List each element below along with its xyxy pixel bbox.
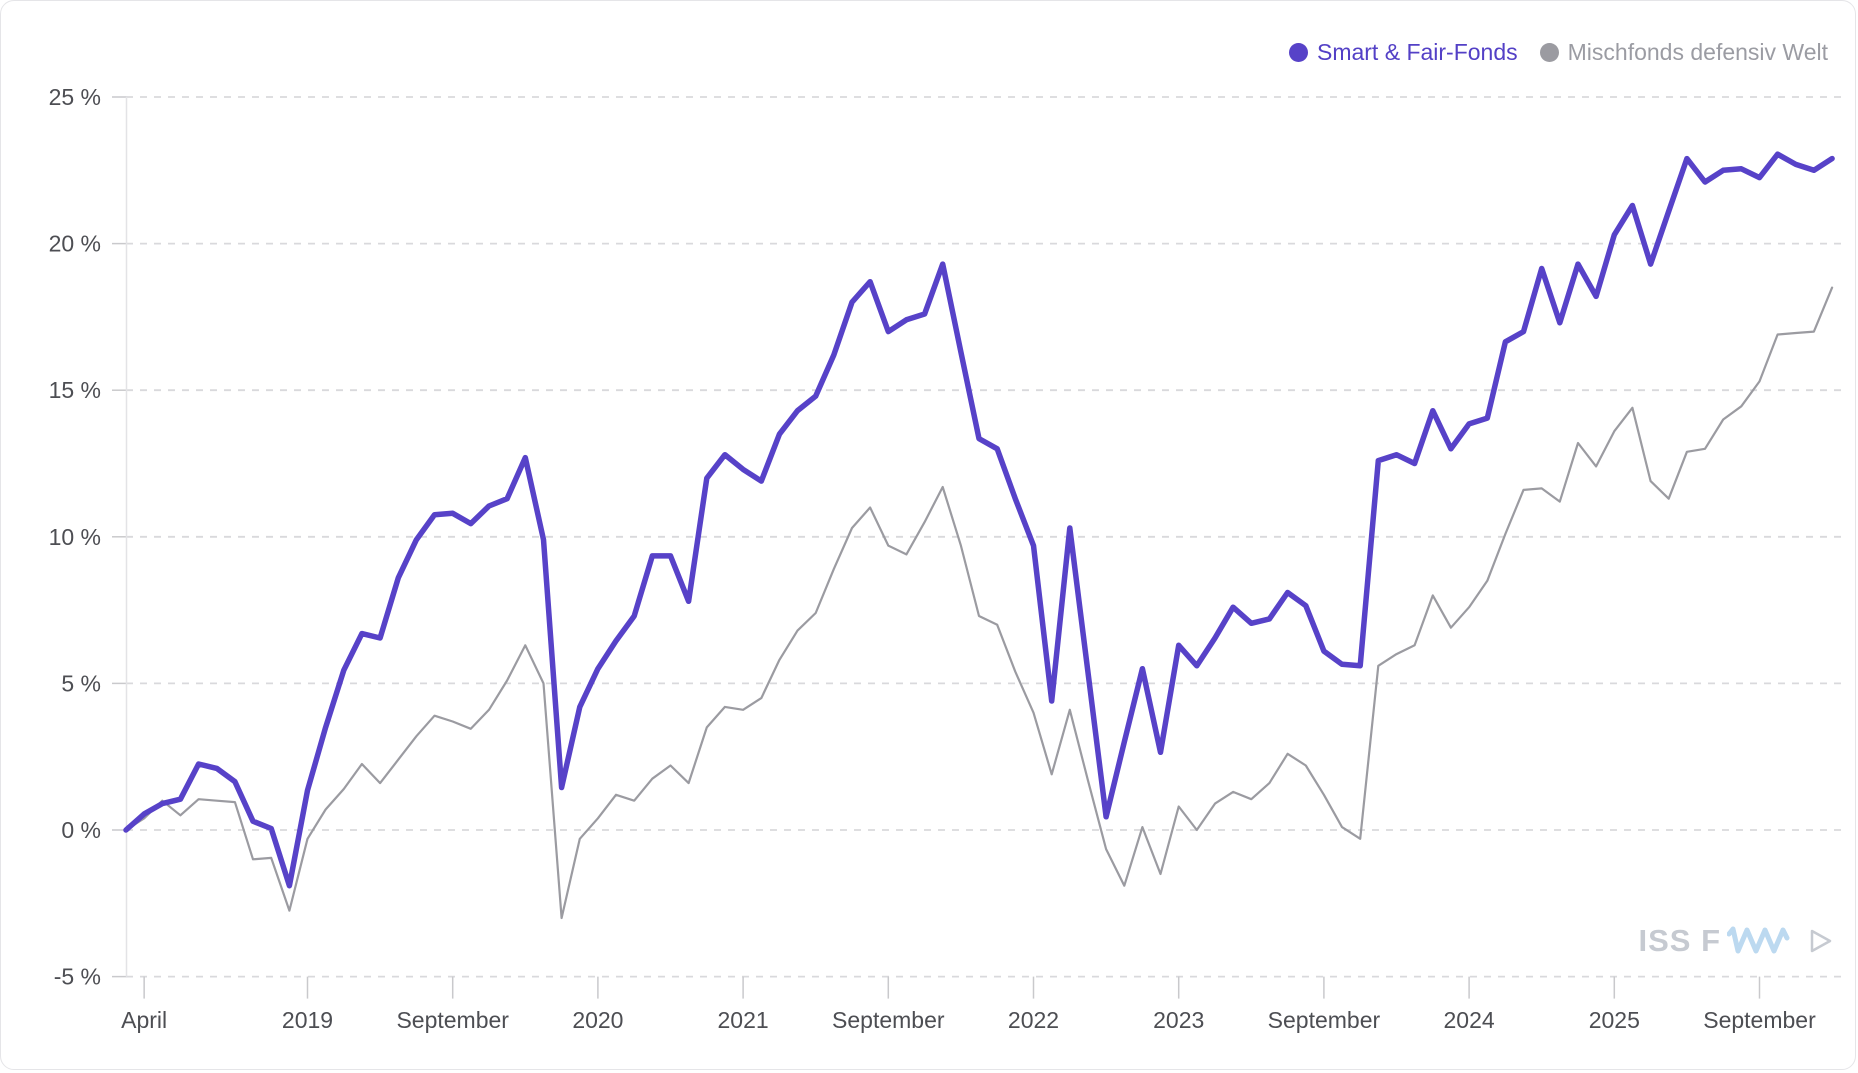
x-axis-tick-label: 2023 <box>1153 1007 1204 1033</box>
x-axis-tick-label: September <box>1268 1007 1381 1033</box>
y-axis-tick-label: 25 % <box>49 84 101 110</box>
legend-dot-purple-icon <box>1288 43 1308 62</box>
x-axis-tick-label: September <box>832 1007 945 1033</box>
y-axis-tick-label: -5 % <box>54 964 101 990</box>
x-axis-tick-label: 2019 <box>282 1007 333 1033</box>
series-line-mischfonds-defensiv-welt[interactable] <box>124 286 1834 920</box>
iss-fww-text: ISS F <box>1638 923 1721 958</box>
fww-zigzag-icon <box>1727 926 1790 954</box>
x-axis-tick-label: 2025 <box>1589 1007 1640 1033</box>
x-axis-tick-label: 2020 <box>572 1007 623 1033</box>
legend-item-smart-fair-fonds[interactable]: Smart & Fair-Fonds <box>1288 39 1518 65</box>
x-axis-tick-label: 2022 <box>1008 1007 1059 1033</box>
x-axis-tick-label: 2024 <box>1444 1007 1495 1033</box>
iss-fww-watermark: ISS F <box>1638 923 1833 959</box>
x-axis-tick-label: April <box>121 1007 167 1033</box>
fww-triangle-icon <box>1810 929 1832 953</box>
chart-legend: Smart & Fair-Fonds Mischfonds defensiv W… <box>1288 39 1828 65</box>
legend-dot-gray-icon <box>1539 43 1559 62</box>
x-axis-tick-label: September <box>1703 1007 1816 1033</box>
x-axis-tick-label: September <box>396 1007 509 1033</box>
legend-label-smart-fair-fonds: Smart & Fair-Fonds <box>1316 39 1518 65</box>
y-axis-tick-label: 10 % <box>49 524 101 550</box>
x-axis-tick-label: 2021 <box>718 1007 769 1033</box>
y-axis-tick-label: 5 % <box>61 670 101 696</box>
y-axis-tick-label: 0 % <box>61 817 101 843</box>
series-line-smart-fair-fonds[interactable] <box>123 151 1835 889</box>
y-axis-tick-label: 15 % <box>49 377 101 403</box>
legend-item-mischfonds-defensiv-welt[interactable]: Mischfonds defensiv Welt <box>1539 39 1828 65</box>
y-axis-tick-label: 20 % <box>49 231 101 257</box>
legend-label-mischfonds-defensiv-welt: Mischfonds defensiv Welt <box>1567 39 1828 65</box>
